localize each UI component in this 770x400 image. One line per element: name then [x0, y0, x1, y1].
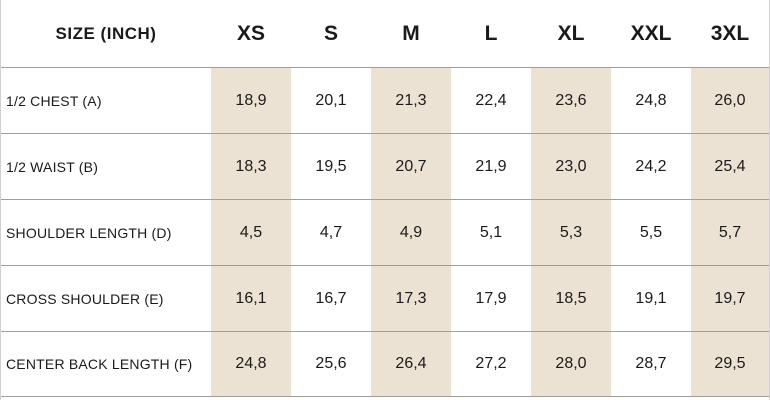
- table-cell: 28,7: [635, 355, 667, 372]
- table-row-chest: 1/2 CHEST (A) 18,9 20,1 21,3 22,4 23,6 2…: [1, 67, 769, 133]
- table-row-shoulder-length: SHOULDER LENGTH (D) 4,5 4,7 4,9 5,1 5,3 …: [1, 199, 769, 265]
- table-cell: 19,5: [315, 157, 347, 175]
- table-row-center-back-length: CENTER BACK LENGTH (F) 24,8 25,6 26,4 27…: [1, 331, 769, 397]
- table-cell: 19,7: [691, 266, 769, 331]
- table-cell: 5,3: [531, 200, 611, 265]
- table-cell: 16,7: [315, 289, 347, 307]
- table-cell: 28,0: [531, 332, 611, 396]
- size-header-xs: XS: [236, 21, 265, 45]
- table-cell: 4,9: [371, 200, 451, 265]
- table-cell: 18,9: [211, 68, 291, 133]
- row-label: SHOULDER LENGTH (D): [6, 224, 172, 241]
- table-cell: 25,4: [691, 134, 769, 199]
- table-cell: 23,0: [531, 134, 611, 199]
- table-cell: 24,2: [635, 157, 667, 175]
- table-row-cross-shoulder: CROSS SHOULDER (E) 16,1 16,7 17,3 17,9 1…: [1, 265, 769, 331]
- table-cell: 23,6: [531, 68, 611, 133]
- row-label: 1/2 CHEST (A): [6, 92, 102, 109]
- table-cell: 19,1: [635, 289, 667, 307]
- table-title: SIZE (INCH): [55, 23, 157, 43]
- table-cell: 24,8: [211, 332, 291, 396]
- row-label: CROSS SHOULDER (E): [6, 290, 164, 307]
- table-cell: 20,7: [371, 134, 451, 199]
- table-cell: 18,5: [531, 266, 611, 331]
- size-header-s: S: [323, 21, 338, 45]
- header-row: SIZE (INCH) XS S M L XL XXL 3XL: [1, 0, 769, 67]
- table-cell: 5,7: [691, 200, 769, 265]
- size-header-xxl: XXL: [630, 21, 672, 45]
- table-cell: 16,1: [211, 266, 291, 331]
- table-cell: 25,6: [315, 355, 347, 372]
- row-label: CENTER BACK LENGTH (F): [6, 356, 193, 372]
- table-cell: 17,3: [371, 266, 451, 331]
- table-cell: 26,0: [691, 68, 769, 133]
- table-cell: 29,5: [691, 332, 769, 396]
- table-cell: 20,1: [315, 91, 347, 109]
- table-cell: 5,1: [479, 223, 503, 241]
- table-cell: 5,5: [639, 223, 663, 241]
- size-header-xl: XL: [557, 21, 585, 45]
- table-cell: 24,8: [635, 91, 667, 109]
- table-cell: 18,3: [211, 134, 291, 199]
- table-cell: 4,7: [319, 223, 343, 241]
- row-label: 1/2 WAIST (B): [6, 158, 99, 175]
- table-cell: 4,5: [211, 200, 291, 265]
- table-cell: 21,9: [475, 157, 507, 175]
- table-row-waist: 1/2 WAIST (B) 18,3 19,5 20,7 21,9 23,0 2…: [1, 133, 769, 199]
- size-header-3xl: 3XL: [710, 21, 750, 45]
- table-cell: 21,3: [371, 68, 451, 133]
- table-cell: 17,9: [475, 289, 507, 307]
- size-header-m: M: [402, 21, 420, 45]
- table-cell: 26,4: [371, 332, 451, 396]
- size-header-l: L: [484, 21, 498, 45]
- table-cell: 27,2: [475, 355, 507, 372]
- table-cell: 22,4: [475, 91, 507, 109]
